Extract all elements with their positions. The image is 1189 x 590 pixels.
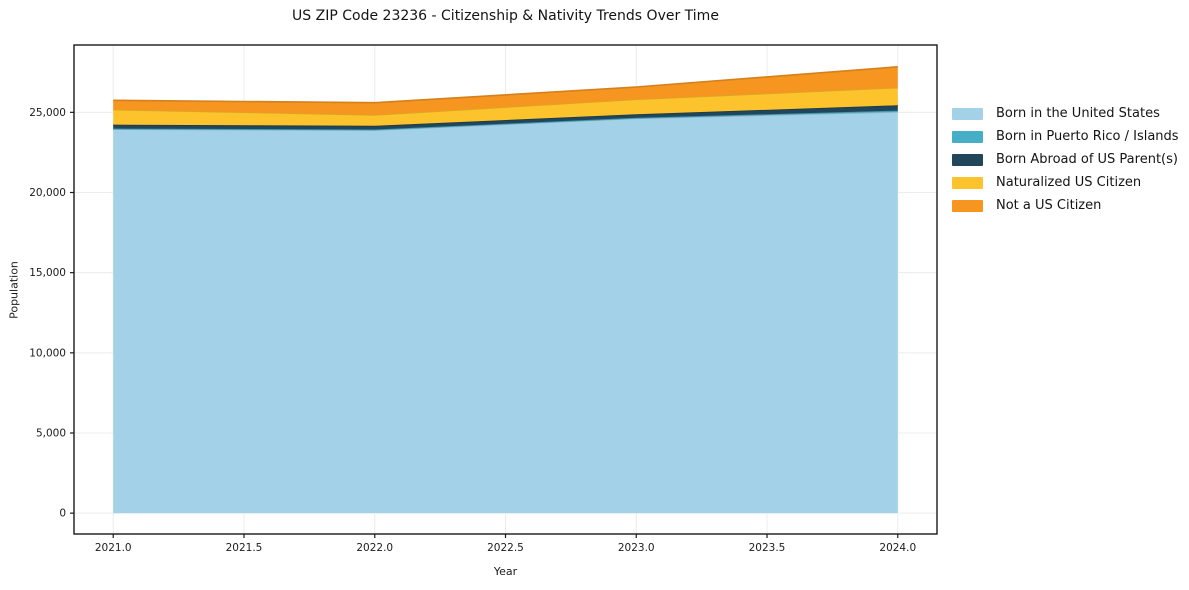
y-tick-label: 25,000 xyxy=(29,107,66,119)
y-axis-label: Population xyxy=(7,261,21,319)
y-tick-label: 0 xyxy=(59,508,66,520)
x-tick-label: 2024.0 xyxy=(879,542,916,554)
legend: Born in the United States Born in Puerto… xyxy=(952,106,1179,221)
area-edge-not-a-us-citizen xyxy=(113,66,898,104)
legend-swatch-not-citizen xyxy=(952,199,983,212)
y-tick-label: 10,000 xyxy=(29,347,66,359)
x-axis-label: Year xyxy=(493,565,518,578)
y-tick-label: 15,000 xyxy=(29,267,66,279)
legend-label-born-in-puerto-rico: Born in Puerto Rico / Islands xyxy=(996,129,1179,144)
area-born-in-the-united-states xyxy=(113,111,898,514)
legend-item: Not a US Citizen xyxy=(952,198,1179,213)
chart-title: US ZIP Code 23236 - Citizenship & Nativi… xyxy=(292,8,719,24)
legend-item: Born Abroad of US Parent(s) xyxy=(952,152,1179,167)
x-tick-label: 2022.0 xyxy=(356,542,393,554)
legend-swatch-born-abroad xyxy=(952,153,983,166)
x-tick-label: 2022.5 xyxy=(487,542,524,554)
x-tick-label: 2021.5 xyxy=(226,542,263,554)
y-tick-label: 5,000 xyxy=(36,427,66,439)
area-born-abroad-of-us-parent-s xyxy=(113,105,898,130)
legend-item: Born in Puerto Rico / Islands xyxy=(952,129,1179,144)
legend-label-not-citizen: Not a US Citizen xyxy=(996,198,1102,213)
legend-label-born-abroad: Born Abroad of US Parent(s) xyxy=(996,152,1178,167)
legend-label-naturalized: Naturalized US Citizen xyxy=(996,175,1142,190)
legend-item: Naturalized US Citizen xyxy=(952,175,1179,190)
legend-item: Born in the United States xyxy=(952,106,1179,121)
legend-swatch-born-in-us xyxy=(952,107,983,120)
legend-label-born-in-us: Born in the United States xyxy=(996,106,1160,121)
legend-swatch-born-in-puerto-rico xyxy=(952,130,983,143)
legend-swatch-naturalized xyxy=(952,176,983,189)
x-tick-label: 2023.5 xyxy=(749,542,786,554)
x-tick-label: 2021.0 xyxy=(95,542,132,554)
y-tick-label: 20,000 xyxy=(29,187,66,199)
x-tick-label: 2023.0 xyxy=(618,542,655,554)
